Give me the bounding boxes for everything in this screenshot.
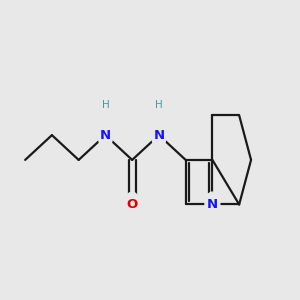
Text: N: N (207, 198, 218, 211)
Circle shape (152, 123, 166, 148)
Text: N: N (153, 129, 164, 142)
Text: N: N (100, 129, 111, 142)
Circle shape (125, 192, 140, 217)
Circle shape (98, 123, 113, 148)
Circle shape (205, 192, 220, 217)
Text: H: H (155, 100, 163, 110)
Text: O: O (127, 198, 138, 211)
Text: H: H (101, 100, 109, 110)
